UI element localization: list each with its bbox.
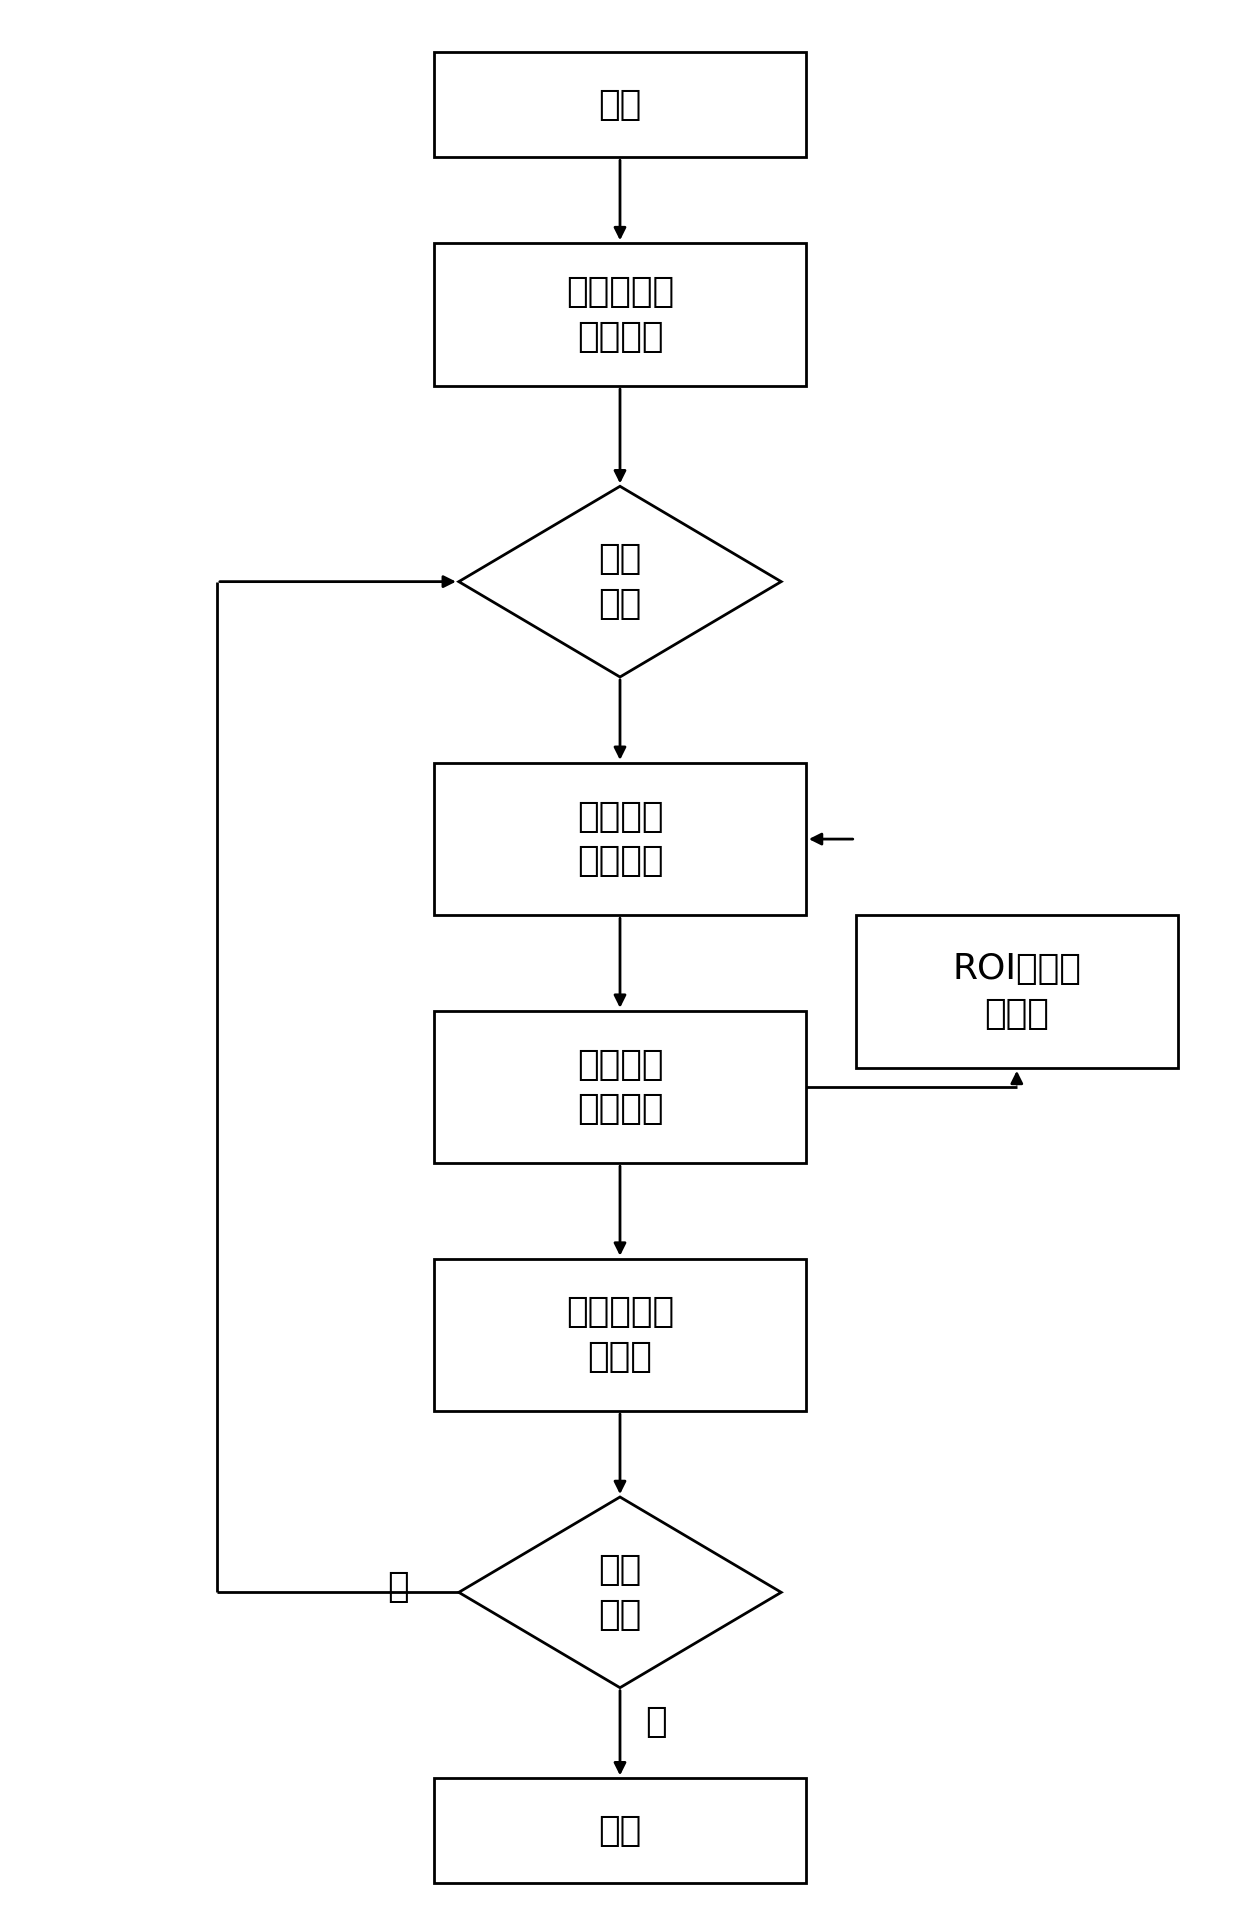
Text: 是: 是 [645,1705,666,1739]
Bar [856,915,1178,1068]
Text: 前方弯道
曲率估算: 前方弯道 曲率估算 [577,1047,663,1127]
Text: ROI扇区偏
转补偿: ROI扇区偏 转补偿 [952,952,1081,1032]
Bar [434,1777,806,1884]
Text: 判断
阈值: 判断 阈值 [599,1552,641,1632]
Text: 否: 否 [388,1569,409,1604]
Text: 横摆角速度
的估算: 横摆角速度 的估算 [565,1295,675,1375]
Text: 开始: 开始 [599,88,641,122]
Bar [434,1259,806,1411]
Bar [434,53,806,158]
Bar [434,1011,806,1163]
Text: 启动自适应
巡航功能: 启动自适应 巡航功能 [565,275,675,355]
Polygon shape [459,486,781,677]
Polygon shape [459,1497,781,1688]
Bar [434,244,806,385]
Text: 锁定
目标: 锁定 目标 [599,542,641,622]
Text: 退出: 退出 [599,1814,641,1848]
Bar [434,763,806,915]
Text: 目标运动
姿态感知: 目标运动 姿态感知 [577,799,663,879]
